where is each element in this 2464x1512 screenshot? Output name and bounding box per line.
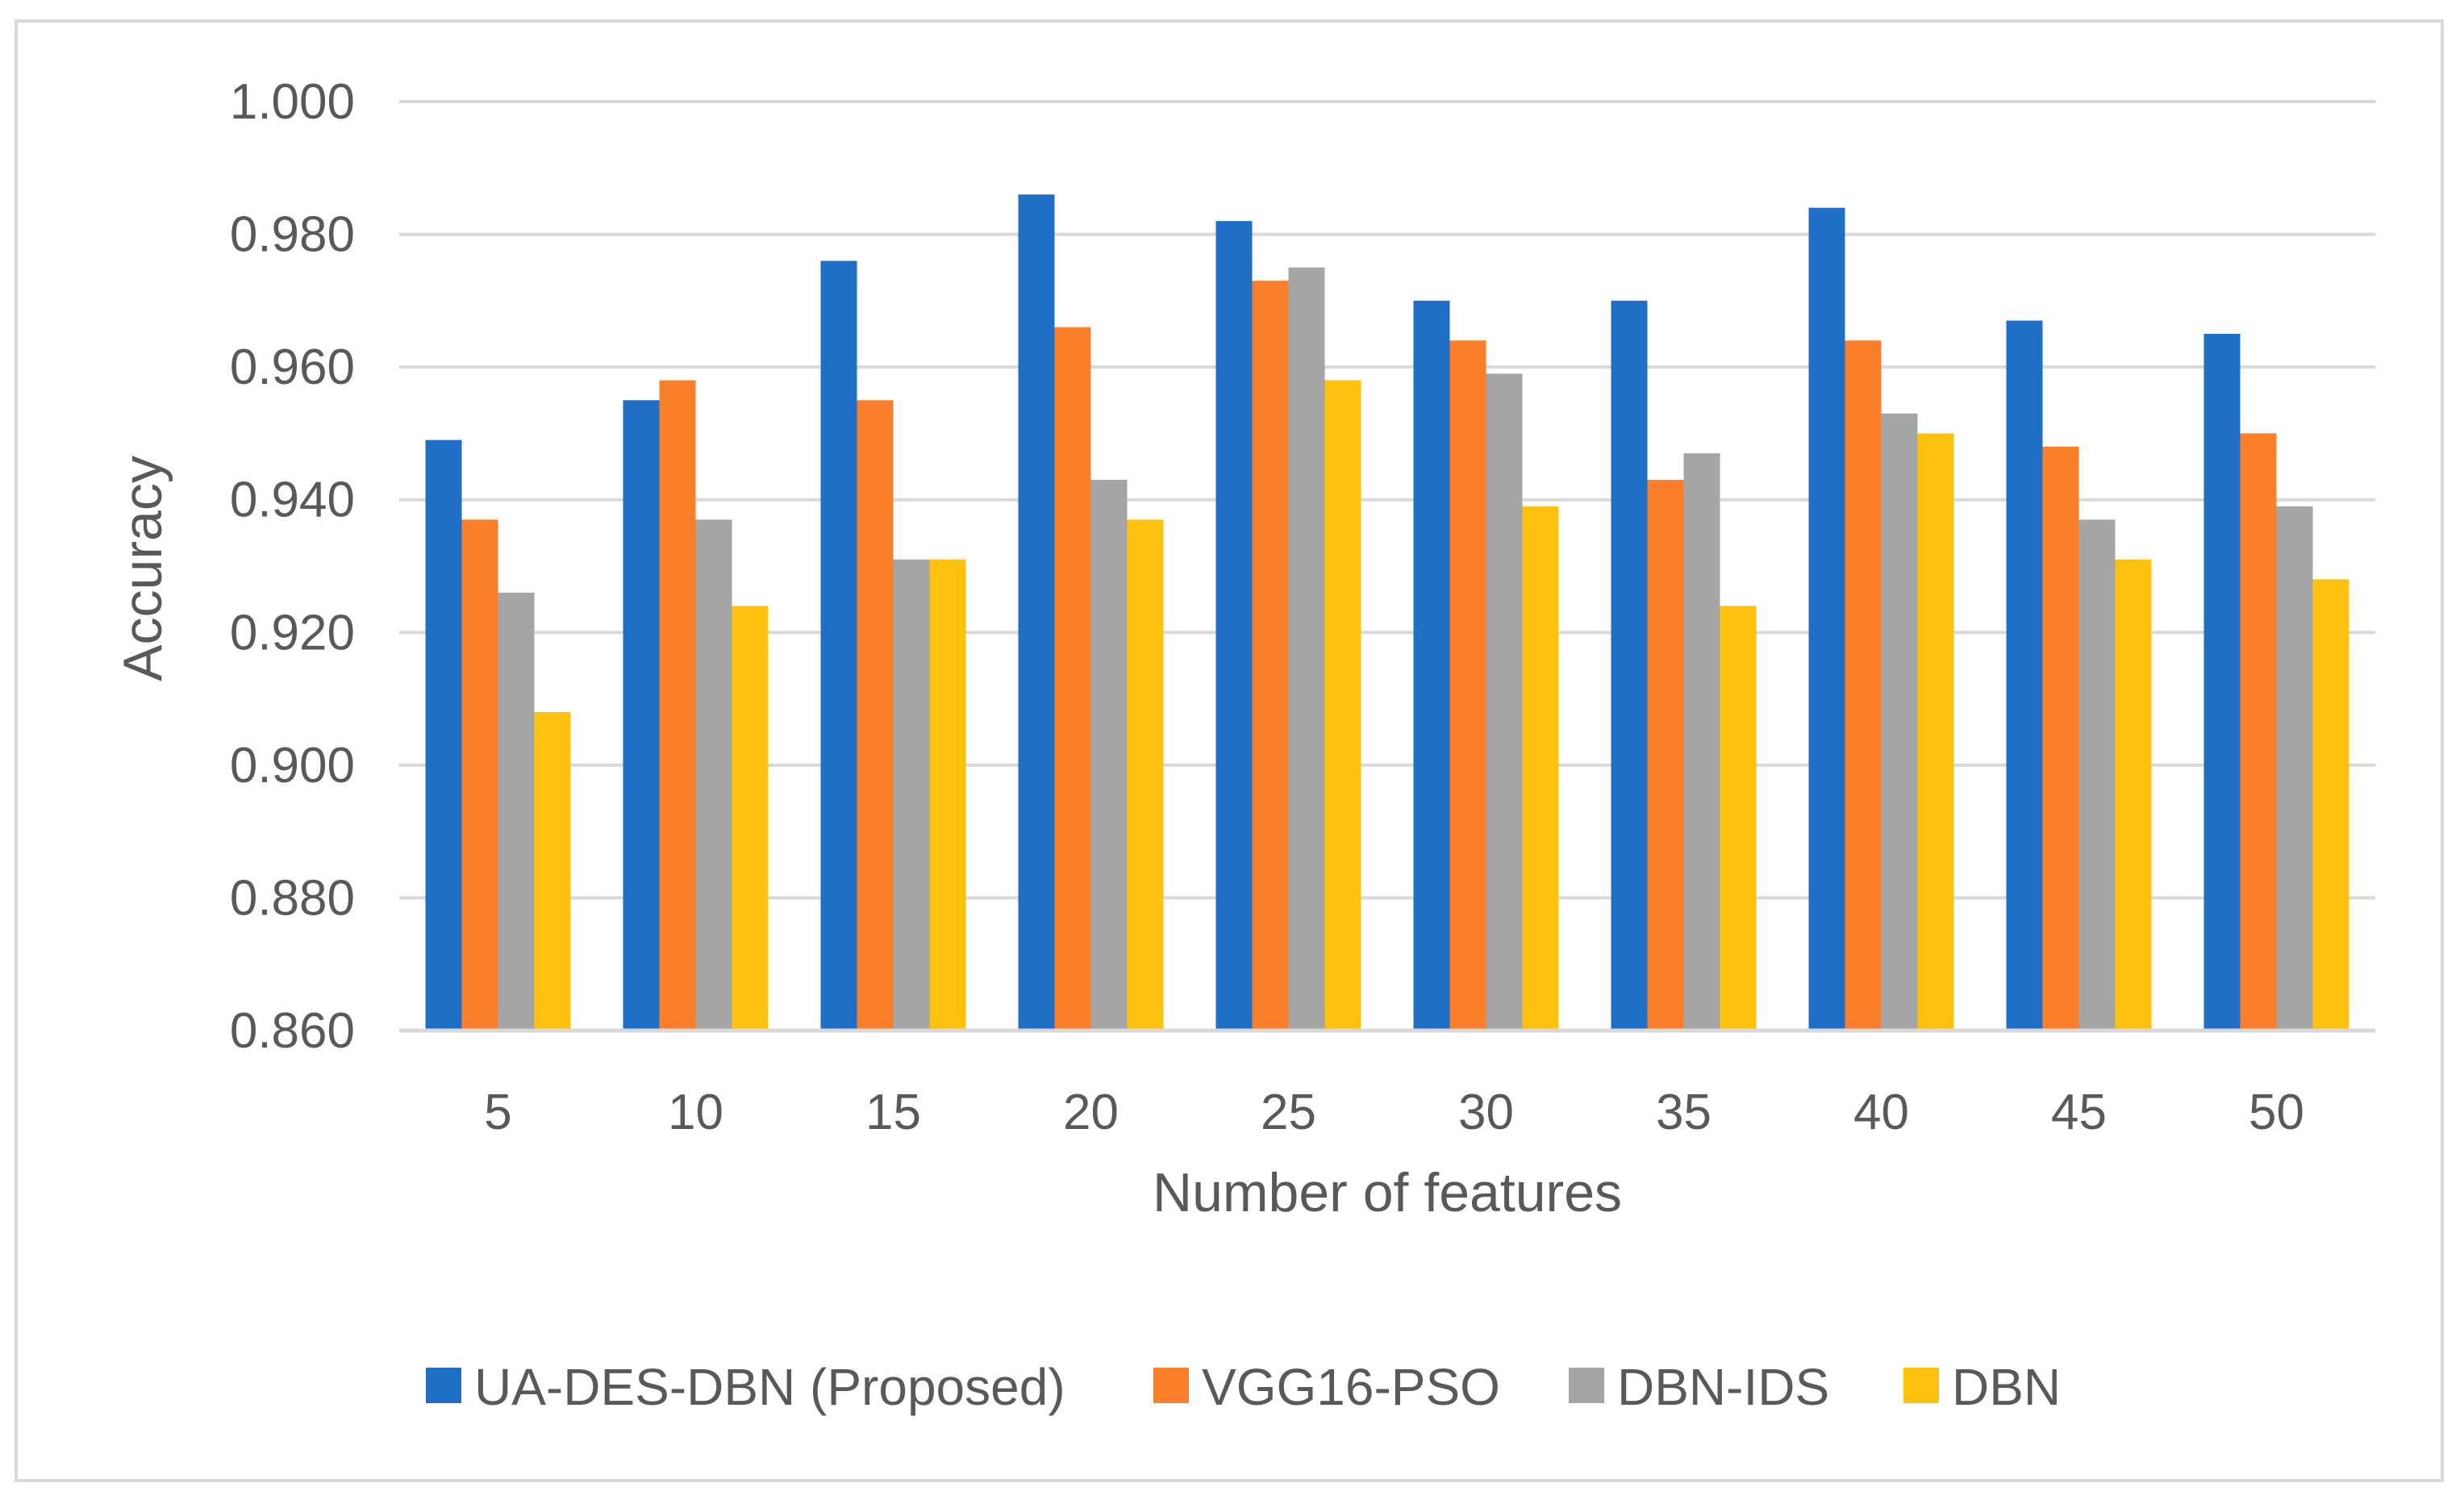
x-axis-title: Number of features: [1153, 1162, 1622, 1223]
bar-ua-des-dbn-proposed-25: [1215, 221, 1253, 1031]
bar-vgg16-pso-45: [2042, 446, 2079, 1031]
x-tick-label: 45: [2051, 1085, 2107, 1140]
legend-label: DBN: [1952, 1358, 2061, 1416]
x-tick-label: 50: [2249, 1085, 2304, 1140]
bar-dbn-ids-40: [1881, 413, 1918, 1031]
bar-dbn-ids-50: [2276, 506, 2313, 1031]
x-tick-label: 30: [1458, 1085, 1514, 1140]
bar-dbn-ids-35: [1683, 453, 1720, 1031]
bar-ua-des-dbn-proposed-30: [1413, 300, 1450, 1031]
bar-dbn-15: [929, 559, 966, 1031]
y-tick-label: 0.920: [230, 605, 355, 660]
x-tick-label: 10: [668, 1085, 723, 1140]
bar-dbn-ids-45: [2078, 519, 2116, 1031]
bar-ua-des-dbn-proposed-35: [1611, 300, 1648, 1031]
bar-vgg16-pso-15: [857, 400, 894, 1031]
bar-dbn-25: [1324, 380, 1361, 1031]
bar-vgg16-pso-50: [2240, 433, 2277, 1031]
bars: [425, 194, 2349, 1031]
x-tick-label: 5: [484, 1085, 511, 1140]
x-tick-label: 25: [1261, 1085, 1316, 1140]
bar-vgg16-pso-35: [1647, 480, 1684, 1031]
legend-label: UA-DES-DBN (Proposed): [474, 1358, 1065, 1416]
bar-dbn-35: [1720, 606, 1757, 1031]
bar-dbn-45: [2115, 559, 2152, 1031]
legend-swatch: [1569, 1368, 1604, 1403]
y-tick-label: 0.860: [230, 1003, 355, 1059]
y-axis-title: Accuracy: [112, 456, 173, 681]
legend-swatch: [426, 1368, 461, 1403]
bar-ua-des-dbn-proposed-20: [1018, 194, 1055, 1031]
bar-ua-des-dbn-proposed-50: [2203, 334, 2241, 1031]
y-tick-label: 0.940: [230, 473, 355, 528]
y-tick-label: 0.980: [230, 207, 355, 263]
legend-swatch: [1903, 1368, 1939, 1403]
bar-ua-des-dbn-proposed-15: [820, 260, 857, 1031]
bar-dbn-ids-10: [695, 519, 732, 1031]
legend-label: VGG16-PSO: [1202, 1358, 1500, 1416]
axes: 0.860 0.880 0.900 0.920 0.940 0.960 0.980 1.000…: [230, 74, 2375, 1140]
x-tick-label: 15: [865, 1085, 921, 1140]
x-tick-label: 35: [1656, 1085, 1711, 1140]
bar-ua-des-dbn-proposed-10: [623, 400, 660, 1031]
legend-label: DBN-IDS: [1617, 1358, 1829, 1416]
bar-ua-des-dbn-proposed-45: [2006, 320, 2043, 1031]
bar-dbn-20: [1127, 519, 1164, 1031]
bar-dbn-5: [534, 712, 571, 1031]
bar-vgg16-pso-10: [659, 380, 696, 1031]
bar-vgg16-pso-25: [1252, 281, 1289, 1031]
y-tick-label: 1.000: [230, 74, 355, 130]
bar-dbn-ids-30: [1486, 373, 1523, 1031]
bar-vgg16-pso-20: [1054, 327, 1091, 1031]
bar-dbn-ids-20: [1090, 480, 1128, 1031]
bar-dbn-50: [2312, 579, 2349, 1031]
legend-swatch: [1153, 1368, 1189, 1403]
bar-dbn-ids-15: [893, 559, 930, 1031]
bar-dbn-40: [1917, 433, 1954, 1031]
x-tick-label: 20: [1063, 1085, 1119, 1140]
bar-ua-des-dbn-proposed-5: [425, 439, 462, 1031]
y-tick-label: 0.880: [230, 870, 355, 926]
legend: UA-DES-DBN (Proposed) VGG16-PSO DBN-IDS DBN: [426, 1358, 2061, 1416]
bar-vgg16-pso-30: [1449, 340, 1486, 1031]
bar-vgg16-pso-40: [1845, 340, 1882, 1031]
y-tick-label: 0.960: [230, 339, 355, 395]
bar-dbn-10: [732, 606, 769, 1031]
bar-ua-des-dbn-proposed-40: [1808, 207, 1845, 1031]
bar-vgg16-pso-5: [461, 519, 498, 1031]
bar-dbn-ids-25: [1288, 267, 1325, 1031]
bar-dbn-30: [1522, 506, 1559, 1031]
x-tick-label: 40: [1853, 1085, 1909, 1140]
y-tick-label: 0.900: [230, 738, 355, 793]
bar-dbn-ids-5: [498, 592, 535, 1031]
